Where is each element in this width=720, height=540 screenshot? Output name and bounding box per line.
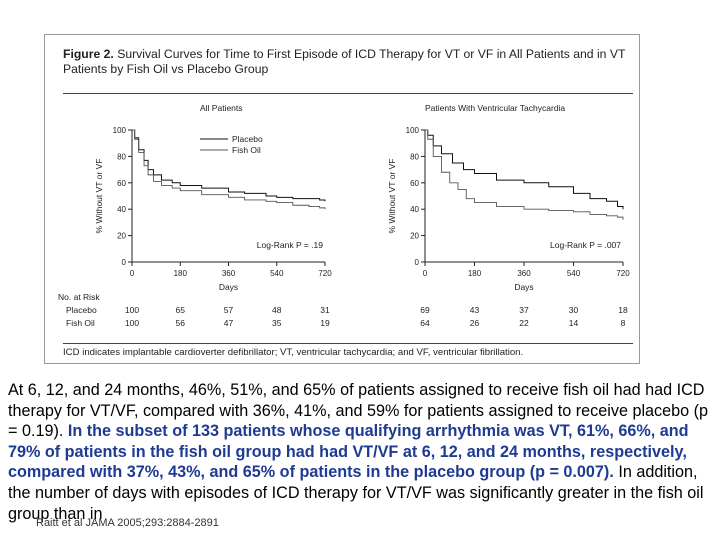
- figure-title: Figure 2. Survival Curves for Time to Fi…: [63, 47, 633, 77]
- y-tick-label: 100: [406, 126, 420, 135]
- series-line-placebo: [132, 129, 326, 202]
- panel-title: All Patients: [200, 103, 243, 113]
- at-risk-row-label: Fish Oil: [66, 318, 95, 328]
- x-tick-label: 0: [423, 269, 428, 278]
- at-risk-value: 64: [420, 318, 430, 328]
- panel-title: Patients With Ventricular Tachycardia: [425, 103, 565, 113]
- series-line-fish-oil: [425, 129, 624, 220]
- at-risk-value: 18: [618, 305, 628, 315]
- x-tick-label: 540: [270, 269, 284, 278]
- figure-frame: Figure 2. Survival Curves for Time to Fi…: [44, 34, 640, 364]
- y-tick-label: 0: [415, 258, 420, 267]
- y-axis-label: % Without VT or VF: [94, 159, 104, 234]
- legend-label: Placebo: [232, 134, 263, 144]
- x-tick-label: 180: [174, 269, 188, 278]
- y-tick-label: 20: [117, 232, 126, 241]
- at-risk-value: 35: [272, 318, 282, 328]
- at-risk-value: 30: [569, 305, 579, 315]
- figure-title-text: Survival Curves for Time to First Episod…: [63, 47, 626, 76]
- body-part-2-highlight: In the subset of 133 patients whose qual…: [8, 422, 689, 482]
- at-risk-value: 8: [621, 318, 626, 328]
- x-axis-label: Days: [514, 282, 533, 292]
- at-risk-value: 56: [176, 318, 186, 328]
- log-rank-annotation: Log-Rank P = .19: [257, 240, 324, 250]
- title-divider: [63, 93, 633, 94]
- y-tick-label: 0: [122, 258, 127, 267]
- y-tick-label: 40: [410, 205, 419, 214]
- at-risk-value: 65: [176, 305, 186, 315]
- y-tick-label: 20: [410, 232, 419, 241]
- at-risk-value: 47: [224, 318, 234, 328]
- at-risk-value: 100: [125, 305, 139, 315]
- footnote-divider: [63, 343, 633, 344]
- body-part-1: At 6, 12, and 24 months, 46%, 51%, and 6…: [8, 381, 709, 441]
- y-axis-label: % Without VT or VF: [387, 159, 397, 234]
- at-risk-value: 31: [320, 305, 330, 315]
- x-tick-label: 180: [468, 269, 482, 278]
- at-risk-value: 22: [519, 318, 529, 328]
- y-tick-label: 80: [410, 152, 419, 161]
- series-line-placebo: [425, 129, 624, 210]
- x-tick-label: 360: [517, 269, 531, 278]
- at-risk-value: 43: [470, 305, 480, 315]
- y-tick-label: 60: [410, 179, 419, 188]
- at-risk-value: 14: [569, 318, 579, 328]
- x-axis-label: Days: [219, 282, 238, 292]
- at-risk-value: 57: [224, 305, 234, 315]
- legend-label: Fish Oil: [232, 145, 261, 155]
- body-part-3: In addition, the number of days with epi…: [8, 463, 704, 523]
- x-tick-label: 360: [222, 269, 236, 278]
- at-risk-value: 69: [420, 305, 430, 315]
- at-risk-value: 100: [125, 318, 139, 328]
- x-tick-label: 720: [318, 269, 332, 278]
- at-risk-row-label: Placebo: [66, 305, 97, 315]
- y-tick-label: 100: [113, 126, 127, 135]
- figure-label: Figure 2.: [63, 47, 114, 61]
- y-tick-label: 60: [117, 179, 126, 188]
- log-rank-annotation: Log-Rank P = .007: [550, 240, 621, 250]
- body-paragraph: At 6, 12, and 24 months, 46%, 51%, and 6…: [8, 380, 718, 524]
- figure-footnote: ICD indicates implantable cardioverter d…: [63, 347, 524, 358]
- at-risk-value: 48: [272, 305, 282, 315]
- series-line-fish-oil: [132, 129, 326, 210]
- x-tick-label: 720: [616, 269, 630, 278]
- at-risk-value: 37: [519, 305, 529, 315]
- source-citation: Raitt et al JAMA 2005;293:2884-2891: [36, 517, 219, 529]
- x-tick-label: 540: [567, 269, 581, 278]
- at-risk-header: No. at Risk: [58, 292, 100, 302]
- at-risk-value: 26: [470, 318, 480, 328]
- at-risk-value: 19: [320, 318, 330, 328]
- y-tick-label: 80: [117, 152, 126, 161]
- y-tick-label: 40: [117, 205, 126, 214]
- x-tick-label: 0: [130, 269, 135, 278]
